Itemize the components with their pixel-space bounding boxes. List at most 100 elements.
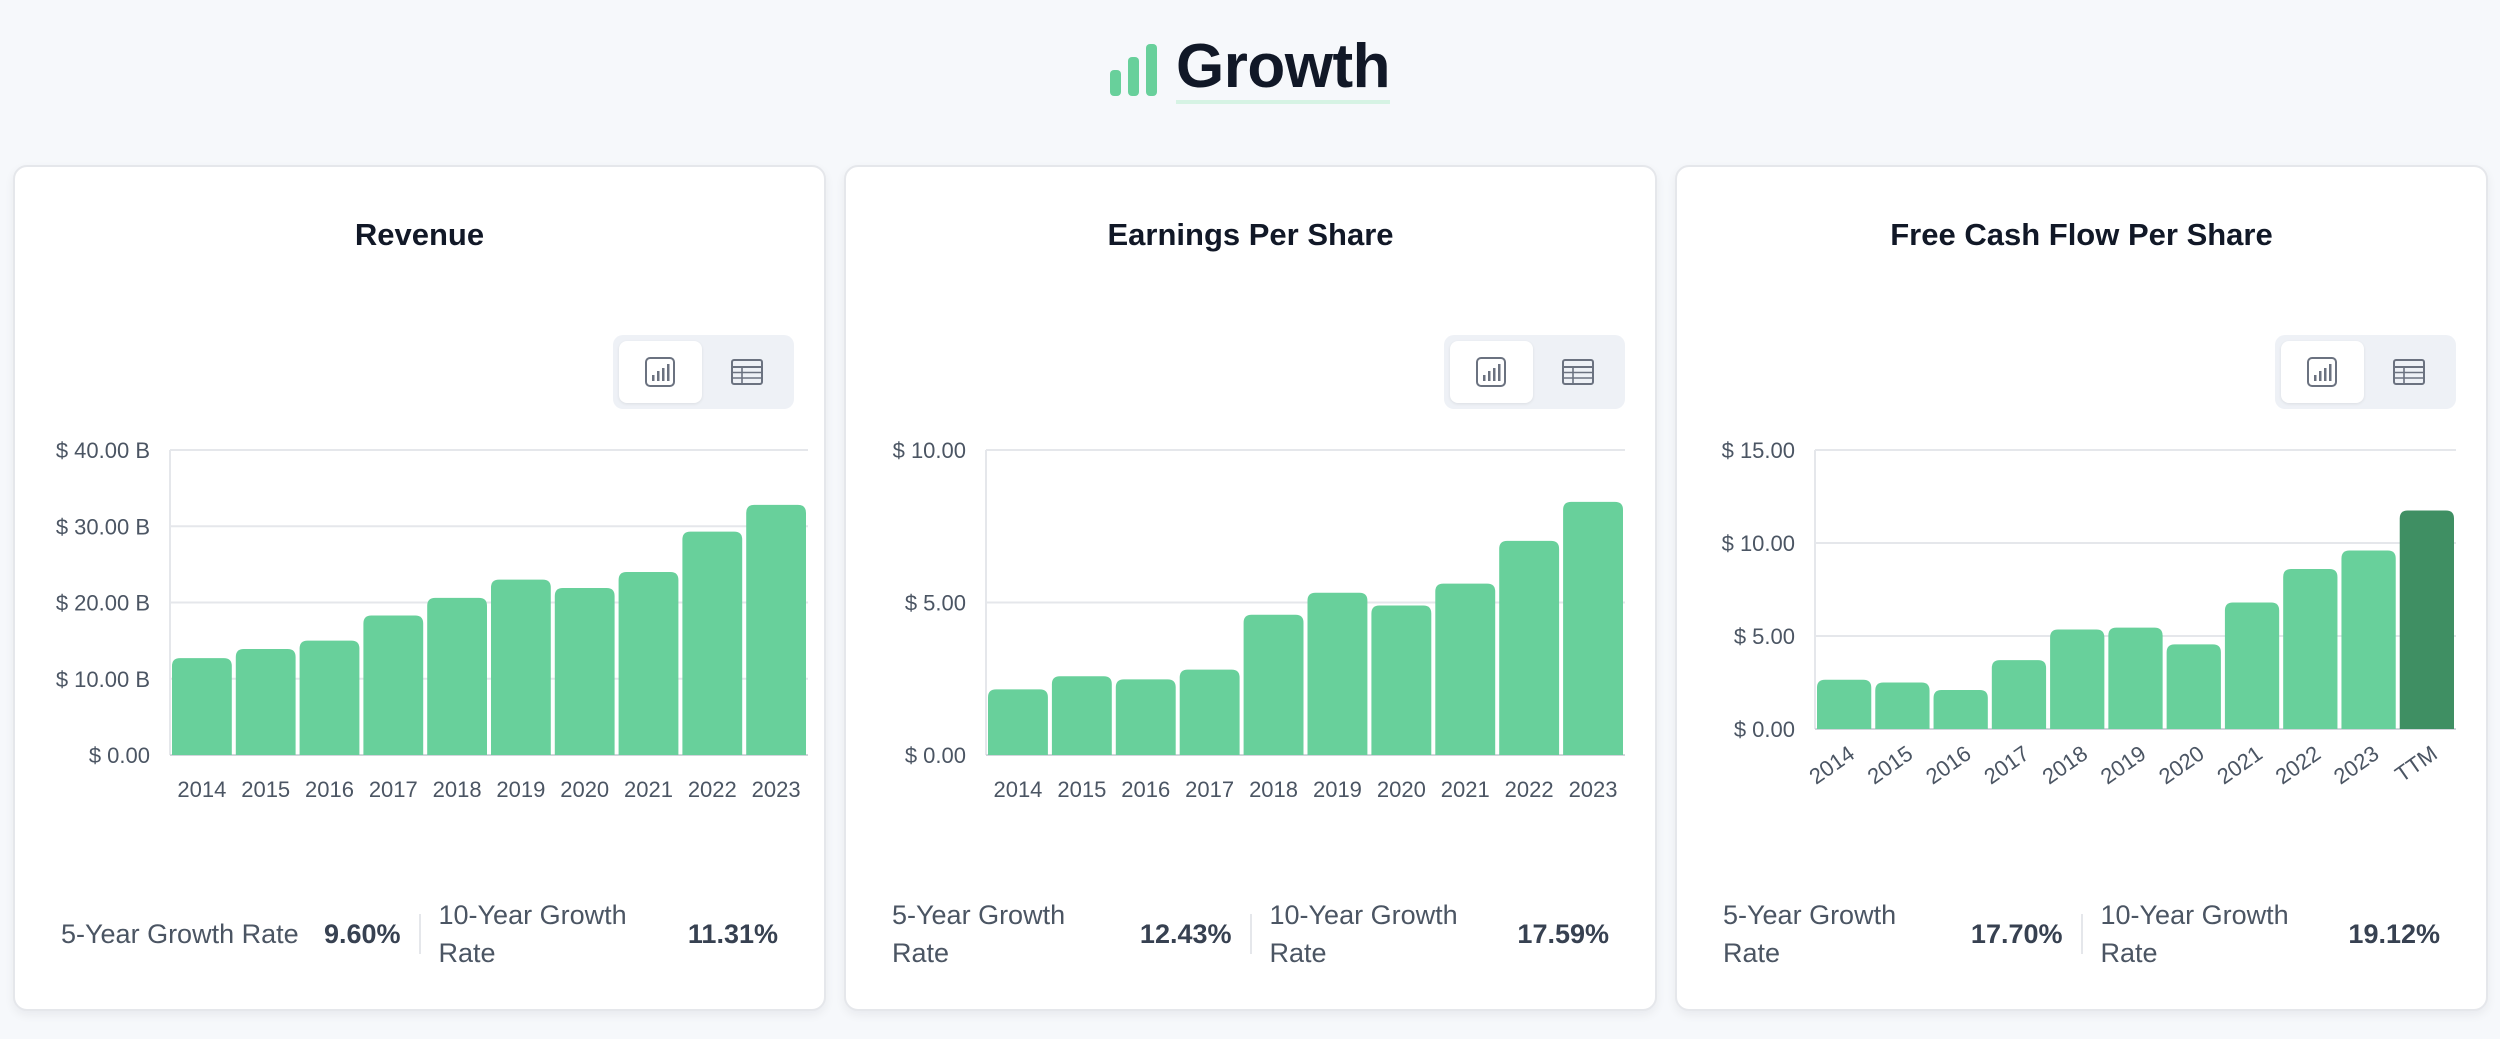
chart-view-icon	[645, 357, 676, 387]
five-year-growth-value: 12.43%	[1139, 918, 1232, 949]
five-year-growth-label: 5-Year Growth Rate	[1723, 900, 1897, 968]
page-header: Growth	[0, 30, 2500, 110]
divider	[418, 914, 421, 954]
x-tick-label: 2015	[1057, 777, 1106, 802]
bar	[2166, 644, 2221, 729]
growth-rates: 5-Year Growth Rate 12.43% 10-Year Growth…	[874, 889, 1627, 979]
fcf-card: Free Cash Flow Per Share $ 0.00 $ 5.00 $ 1…	[1675, 165, 2488, 1011]
five-year-growth: 5-Year Growth Rate 17.70%	[1705, 896, 2081, 972]
x-tick-label: 2017	[369, 777, 418, 802]
x-tick-label: 2020	[1377, 777, 1426, 802]
view-toggle	[1444, 335, 1625, 409]
y-tick-label: $ 15.00	[1722, 438, 1795, 463]
y-tick-label: $ 10.00	[1722, 531, 1795, 556]
x-tick-label: 2022	[2271, 741, 2325, 790]
x-tick-label: 2015	[1863, 741, 1917, 790]
chart-view-button[interactable]	[619, 341, 702, 403]
bar	[618, 572, 679, 755]
growth-rates: 5-Year Growth Rate 9.60% 10-Year Growth …	[43, 889, 796, 979]
growth-rates: 5-Year Growth Rate 17.70% 10-Year Growth…	[1705, 889, 2458, 979]
table-view-button[interactable]	[2368, 341, 2451, 403]
x-tick-label: 2018	[433, 777, 482, 802]
y-tick-label: $ 30.00 B	[56, 514, 150, 539]
x-tick-label: 2021	[2212, 741, 2266, 790]
page-title: Growth	[1176, 36, 1390, 104]
y-tick-label: $ 10.00 B	[56, 667, 150, 692]
x-tick-label: 2019	[496, 777, 545, 802]
bar	[1817, 679, 1872, 729]
y-tick-label: $ 5.00	[905, 591, 966, 616]
ten-year-growth-value: 11.31%	[687, 918, 778, 949]
bar	[1371, 605, 1432, 755]
table-view-icon	[2392, 359, 2425, 385]
chart-view-icon	[2307, 357, 2338, 387]
x-tick-label: 2015	[241, 777, 290, 802]
bar	[682, 531, 743, 755]
x-tick-label: 2020	[560, 777, 609, 802]
x-tick-label: 2021	[624, 777, 673, 802]
bar	[554, 588, 615, 755]
bar	[1933, 689, 1988, 729]
divider	[2080, 914, 2083, 954]
bar	[1115, 679, 1176, 755]
y-tick-label: $ 0.00	[89, 743, 150, 768]
x-tick-label: 2014	[177, 777, 226, 802]
bar	[1991, 660, 2047, 729]
bar	[1499, 540, 1560, 755]
x-tick-label: 2020	[2154, 741, 2208, 790]
bar	[746, 504, 806, 755]
x-tick-label: 2022	[688, 777, 737, 802]
bar	[427, 597, 487, 755]
x-tick-label: 2023	[1569, 777, 1618, 802]
ten-year-growth: 10-Year Growth Rate 19.12%	[2083, 896, 2459, 972]
revenue-chart: $ 0.00 $ 10.00 B $ 20.00 B $ 30.00 B $ 40.00…	[56, 438, 808, 802]
card-title: Revenue	[354, 217, 485, 252]
x-tick-label: 2018	[2038, 741, 2092, 790]
bar	[2341, 550, 2396, 729]
chart-view-button[interactable]	[1450, 341, 1533, 403]
five-year-growth: 5-Year Growth Rate 9.60%	[43, 915, 419, 953]
ten-year-growth-label: 10-Year Growth Rate	[2100, 900, 2289, 968]
eps-card: Earnings Per Share $ 0.00 $ 5.00 $ 10.00 20…	[844, 165, 1657, 1011]
x-tick-label: 2023	[752, 777, 801, 802]
ten-year-growth: 10-Year Growth Rate 11.31%	[421, 896, 797, 972]
divider	[1249, 914, 1252, 954]
five-year-growth-value: 17.70%	[1970, 918, 2063, 949]
bar	[1051, 676, 1112, 755]
bar	[2399, 510, 2454, 729]
table-view-button[interactable]	[1537, 341, 1620, 403]
bar	[1307, 592, 1368, 755]
bar	[491, 579, 551, 755]
table-view-button[interactable]	[706, 341, 789, 403]
chart-view-button[interactable]	[2281, 341, 2364, 403]
revenue-card: Revenue $ 0.00 $ 10.00 B $ 20.00 B $ 30.00 …	[13, 165, 826, 1011]
x-tick-label: 2014	[1805, 741, 1859, 790]
view-toggle	[613, 335, 794, 409]
y-tick-label: $ 5.00	[1734, 624, 1795, 649]
card-title: Earnings Per Share	[1107, 217, 1394, 252]
y-tick-label: $ 0.00	[1734, 717, 1795, 742]
bar	[2108, 627, 2163, 729]
x-tick-label: 2014	[993, 777, 1042, 802]
bar	[172, 658, 232, 755]
ten-year-growth-value: 17.59%	[1517, 918, 1609, 949]
bar	[363, 615, 424, 755]
bar	[299, 640, 360, 755]
view-toggle	[2275, 335, 2456, 409]
y-tick-label: $ 40.00 B	[56, 438, 150, 463]
bar	[1179, 669, 1240, 755]
x-tick-label: 2023	[2329, 741, 2383, 790]
x-tick-label: 2017	[1979, 741, 2033, 790]
five-year-growth: 5-Year Growth Rate 12.43%	[874, 896, 1250, 972]
y-tick-label: $ 0.00	[905, 743, 966, 768]
y-tick-label: $ 20.00 B	[56, 591, 150, 616]
five-year-growth-label: 5-Year Growth Rate	[892, 900, 1066, 968]
x-tick-label: 2017	[1185, 777, 1234, 802]
eps-chart: $ 0.00 $ 5.00 $ 10.00 2014 2015 2016 2017 2018 2…	[893, 438, 1625, 802]
x-tick-label: 2019	[2096, 741, 2150, 790]
x-tick-label: 2016	[1921, 741, 1975, 790]
bar-chart-icon	[1110, 44, 1157, 96]
card-title: Free Cash Flow Per Share	[1890, 217, 2273, 252]
ten-year-growth-label: 10-Year Growth Rate	[438, 900, 627, 968]
